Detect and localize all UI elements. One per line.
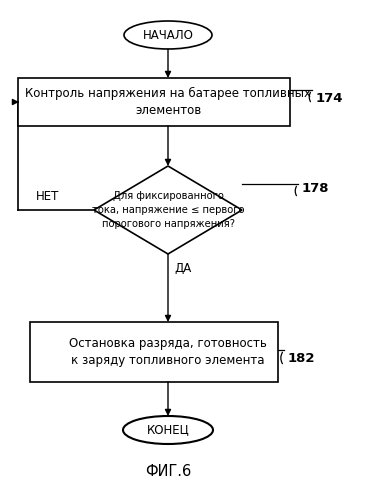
Text: НЕТ: НЕТ <box>36 190 60 203</box>
Text: КОНЕЦ: КОНЕЦ <box>147 424 189 437</box>
Text: Остановка разряда, готовность
к заряду топливного элемента: Остановка разряда, готовность к заряду т… <box>69 337 267 367</box>
Text: ДА: ДА <box>174 261 191 274</box>
Polygon shape <box>94 166 242 254</box>
FancyBboxPatch shape <box>18 78 290 126</box>
Text: 182: 182 <box>288 352 315 365</box>
FancyBboxPatch shape <box>30 322 278 382</box>
Text: Для фиксированного
тока, напряжение ≤ первого
порогового напряжения?: Для фиксированного тока, напряжение ≤ пе… <box>92 191 244 229</box>
Text: 174: 174 <box>316 92 343 105</box>
Text: Контроль напряжения на батарее топливных
элементов: Контроль напряжения на батарее топливных… <box>25 87 311 117</box>
Text: НАЧАЛО: НАЧАЛО <box>143 28 193 41</box>
Text: ФИГ.6: ФИГ.6 <box>145 465 191 480</box>
Ellipse shape <box>124 21 212 49</box>
Ellipse shape <box>123 416 213 444</box>
Text: 178: 178 <box>302 182 330 195</box>
